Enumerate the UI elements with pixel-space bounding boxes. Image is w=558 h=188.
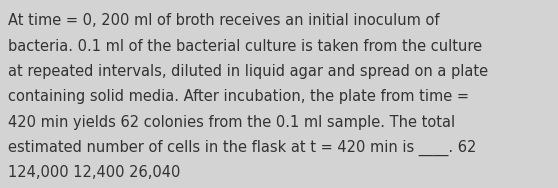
Text: estimated number of cells in the flask at t = 420 min is ____. 62: estimated number of cells in the flask a… [8,140,476,156]
Text: at repeated intervals, diluted in liquid agar and spread on a plate: at repeated intervals, diluted in liquid… [8,64,488,79]
Text: 124,000 12,400 26,040: 124,000 12,400 26,040 [8,165,180,180]
Text: 420 min yields 62 colonies from the 0.1 ml sample. The total: 420 min yields 62 colonies from the 0.1 … [8,115,455,130]
Text: At time = 0, 200 ml of broth receives an initial inoculum of: At time = 0, 200 ml of broth receives an… [8,13,439,28]
Text: bacteria. 0.1 ml of the bacterial culture is taken from the culture: bacteria. 0.1 ml of the bacterial cultur… [8,39,482,54]
Text: containing solid media. After incubation, the plate from time =: containing solid media. After incubation… [8,89,469,104]
